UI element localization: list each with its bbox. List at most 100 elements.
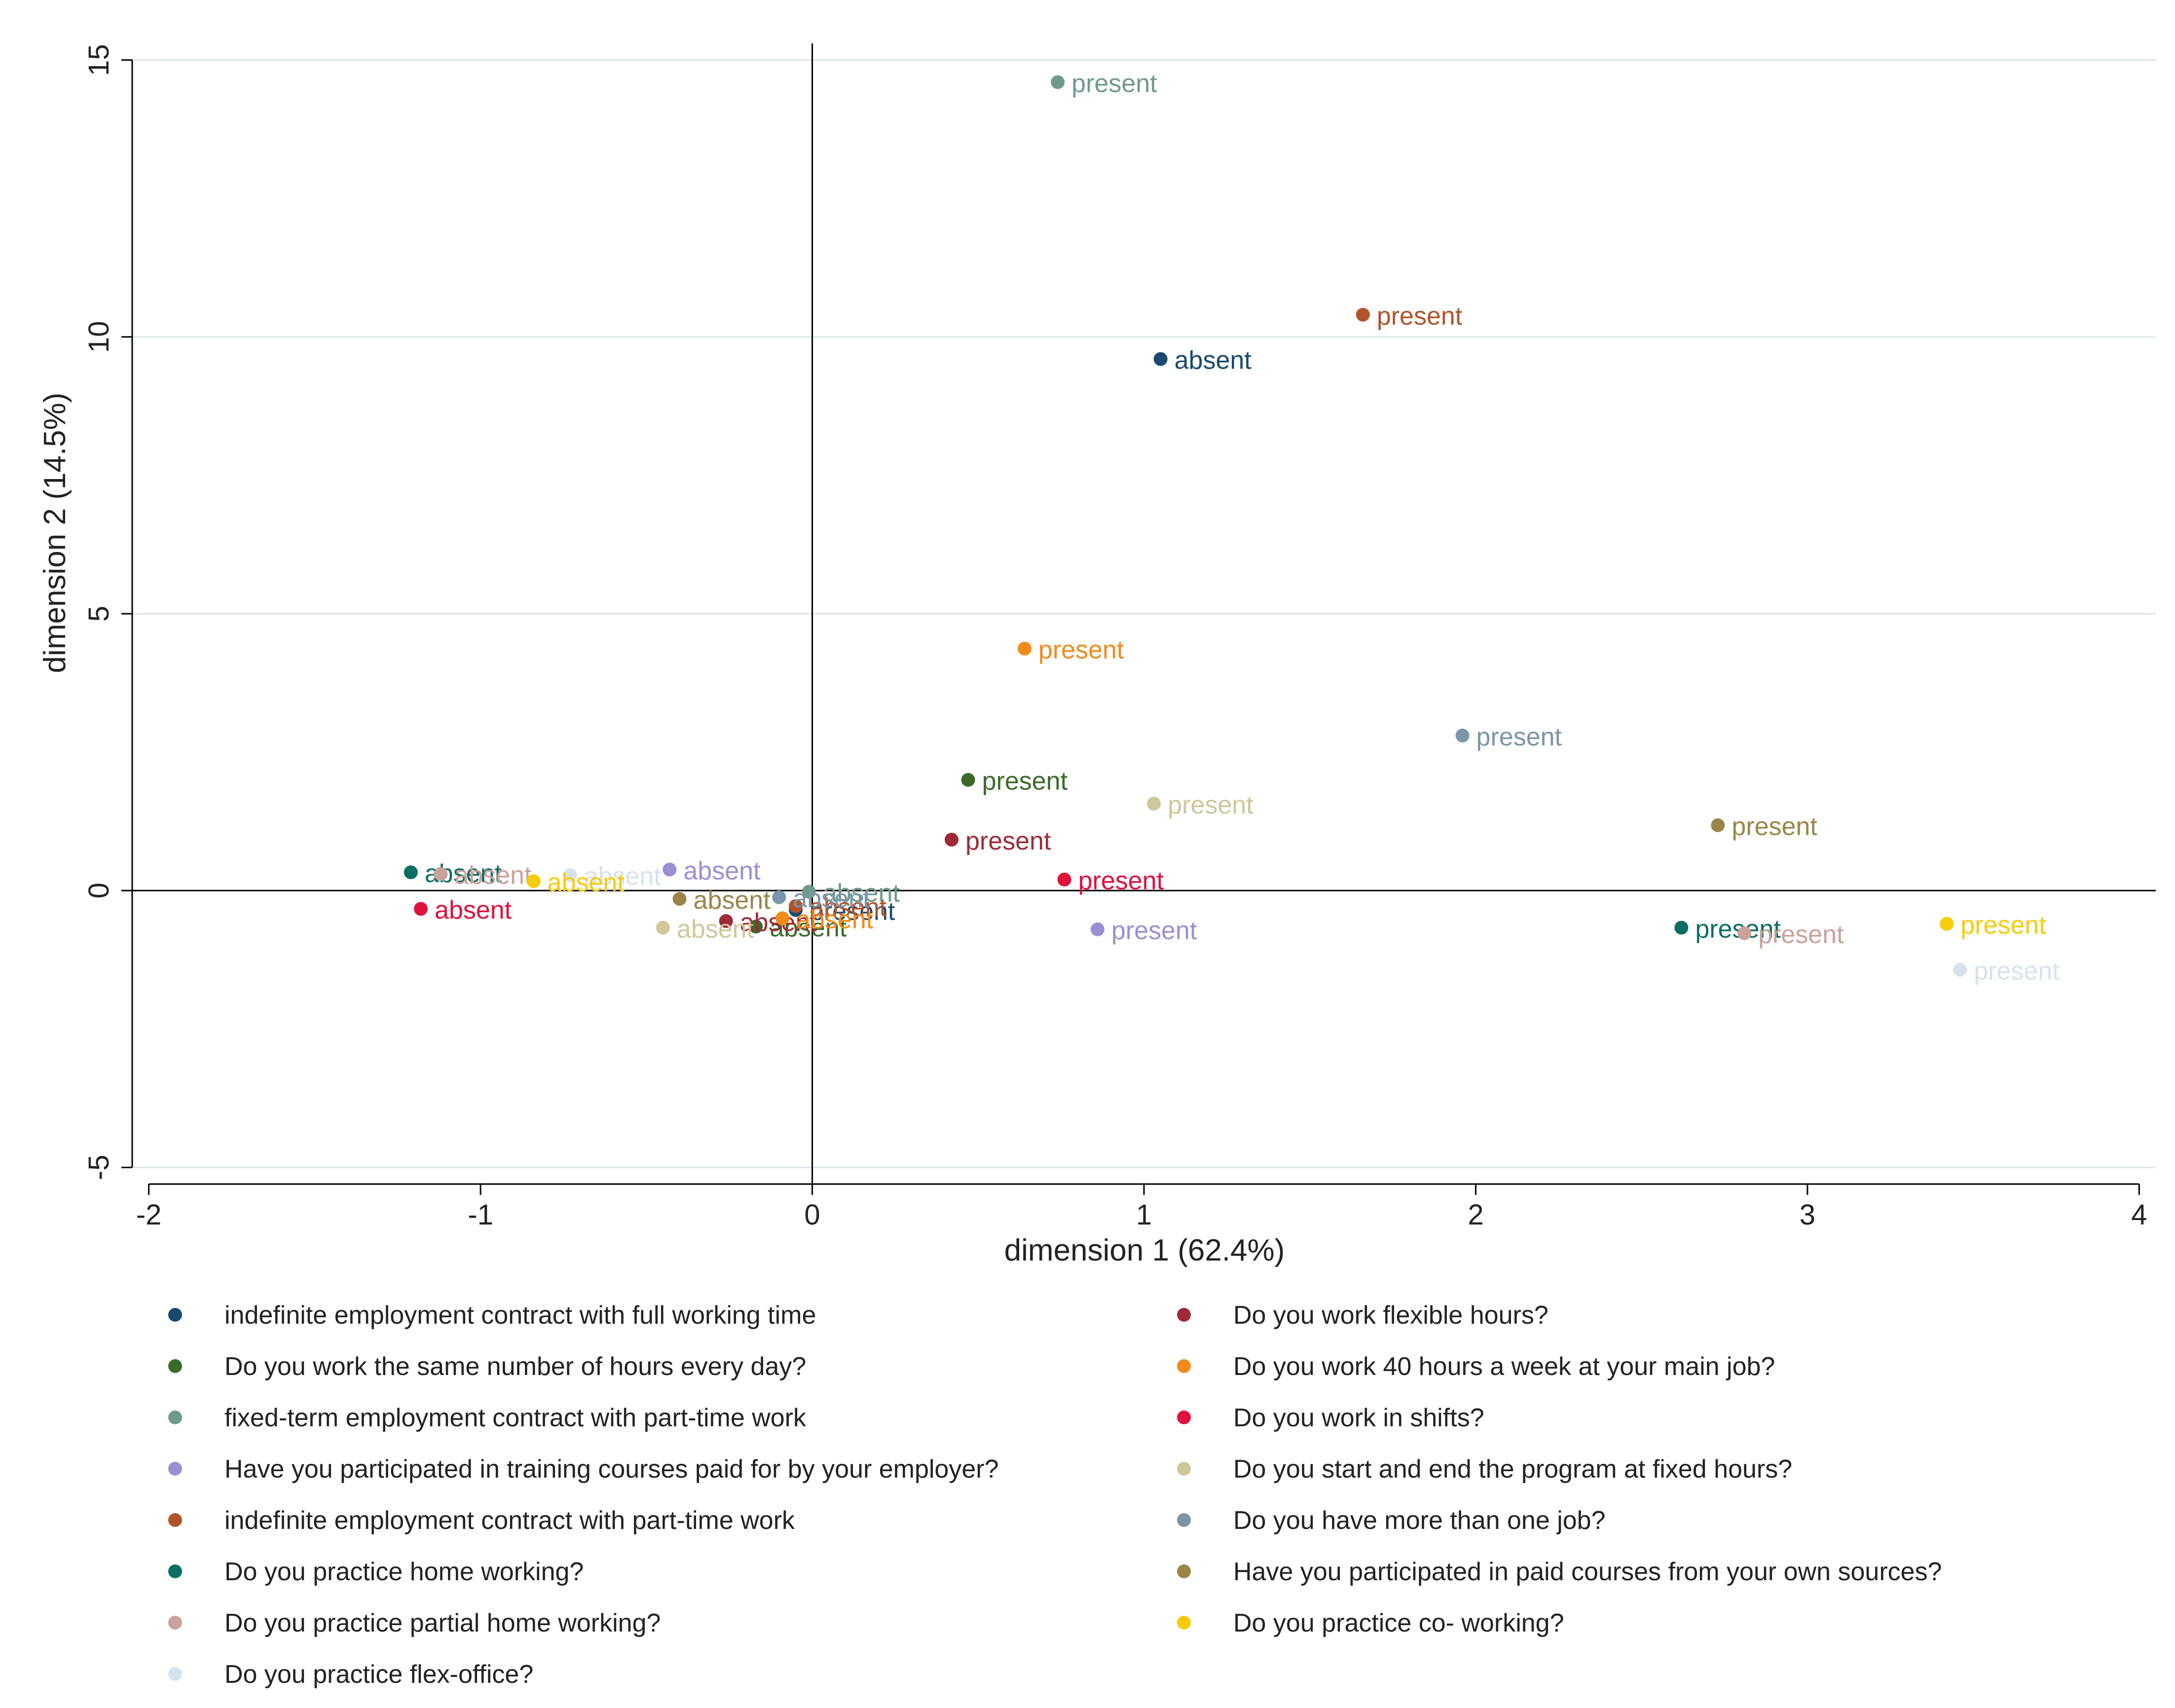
x-tick-label: 0: [804, 1199, 820, 1231]
point-label: present: [1476, 723, 1562, 751]
legend-entry: Do you practice flex-office?: [224, 1660, 533, 1689]
data-point: [672, 892, 687, 906]
data-point: [656, 921, 670, 935]
data-point: [1711, 818, 1725, 832]
legend-entry: fixed-term employment contract with part…: [224, 1404, 807, 1432]
point-label: absent: [548, 868, 625, 897]
point-label: present: [1960, 911, 2046, 940]
point-label: absent: [793, 885, 870, 913]
data-point: [961, 773, 975, 787]
data-point: [1953, 963, 1967, 977]
x-tick-label: 3: [1800, 1199, 1815, 1231]
data-point: [526, 874, 541, 889]
data-point: [1737, 926, 1752, 940]
data-point: [749, 920, 763, 934]
data-point: [1147, 796, 1161, 811]
y-tick-label: -5: [83, 1155, 115, 1181]
legend-entry: Do you work flexible hours?: [1233, 1301, 1548, 1330]
data-point: [1940, 917, 1954, 931]
legend-marker: [1177, 1411, 1191, 1424]
legend-marker: [1177, 1616, 1191, 1630]
legend-marker: [1177, 1308, 1191, 1322]
legend-entry: Do you work in shifts?: [1233, 1404, 1484, 1432]
point-label: absent: [694, 886, 771, 915]
point-label: absent: [683, 857, 761, 886]
data-point: [772, 890, 786, 904]
legend-entry: Do you start and end the program at fixe…: [1233, 1455, 1792, 1484]
data-point: [434, 867, 448, 881]
legend-marker: [168, 1667, 182, 1681]
grid-layer: [132, 59, 2156, 1168]
point-label: absent: [454, 861, 532, 890]
data-point: [775, 911, 790, 926]
data-point: [1455, 728, 1470, 743]
legend-marker: [168, 1411, 182, 1424]
point-label: absent: [823, 879, 900, 907]
point-label: absent: [677, 915, 754, 943]
point-label: present: [1078, 867, 1164, 895]
legend-marker: [1177, 1359, 1191, 1373]
point-label: present: [1732, 813, 1817, 841]
point-label: absent: [796, 905, 874, 934]
point-label: present: [1974, 957, 2060, 986]
point-label: absent: [810, 893, 887, 922]
legend-marker: [1177, 1564, 1191, 1578]
legend-entry: Do you practice partial home working?: [224, 1609, 661, 1637]
point-label: present: [1695, 915, 1781, 943]
data-point: [1356, 307, 1370, 322]
y-tick-label: 0: [83, 883, 115, 898]
point-label: present: [1071, 70, 1157, 98]
legend-entry: Do you have more than one job?: [1233, 1506, 1606, 1535]
legend-entry: indefinite employment contract with full…: [224, 1301, 816, 1330]
y-tick-label: 15: [83, 44, 115, 76]
point-label: present: [1038, 636, 1124, 665]
data-point: [1153, 352, 1168, 366]
data-point: [1090, 922, 1105, 936]
point-label: present: [1168, 791, 1253, 819]
data-point: [944, 832, 958, 847]
legend: indefinite employment contract with full…: [168, 1301, 1942, 1689]
legend-entry: Do you work the same number of hours eve…: [224, 1352, 806, 1381]
data-point: [1057, 872, 1071, 887]
legend-marker: [1177, 1513, 1191, 1527]
data-point: [1051, 75, 1065, 89]
legend-marker: [168, 1462, 182, 1476]
legend-entry: Do you practice home working?: [224, 1558, 584, 1586]
data-point: [404, 865, 418, 880]
legend-marker: [168, 1513, 182, 1527]
data-point: [719, 914, 733, 928]
y-tick-label: 10: [83, 321, 115, 353]
point-label: absent: [584, 862, 662, 891]
points-layer: absentpresentpresentabsentpresentabsentp…: [404, 70, 2060, 986]
legend-marker: [168, 1359, 182, 1373]
data-point: [788, 899, 803, 913]
point-label: present: [982, 767, 1068, 796]
point-label: present: [965, 827, 1051, 855]
legend-marker: [168, 1616, 182, 1630]
data-point: [663, 862, 677, 877]
legend-marker: [168, 1308, 182, 1322]
legend-entry: Have you participated in training course…: [224, 1455, 999, 1484]
legend-entry: Do you work 40 hours a week at your main…: [1233, 1352, 1775, 1381]
legend-marker: [168, 1564, 182, 1578]
point-label: present: [1377, 302, 1463, 331]
x-tick-label: -2: [136, 1199, 162, 1231]
legend-marker: [1177, 1462, 1191, 1476]
point-label: absent: [435, 896, 512, 925]
x-tick-label: 2: [1468, 1199, 1483, 1231]
legend-entry: Do you practice co- working?: [1233, 1609, 1564, 1637]
data-point: [1017, 641, 1032, 656]
x-tick-label: -1: [468, 1199, 493, 1231]
y-axis-title: dimension 2 (14.5%): [38, 393, 72, 673]
legend-entry: indefinite employment contract with part…: [224, 1506, 795, 1535]
x-tick-label: 4: [2131, 1199, 2147, 1231]
point-label: present: [810, 897, 895, 926]
data-point: [1674, 921, 1689, 935]
data-point: [802, 885, 816, 899]
x-tick-label: 1: [1136, 1199, 1152, 1231]
axis-layer: -2 -1 0 1 2 3 4 -5 0 5 10 15: [83, 43, 2156, 1231]
data-point: [414, 902, 428, 916]
x-axis-title: dimension 1 (62.4%): [1004, 1233, 1285, 1267]
